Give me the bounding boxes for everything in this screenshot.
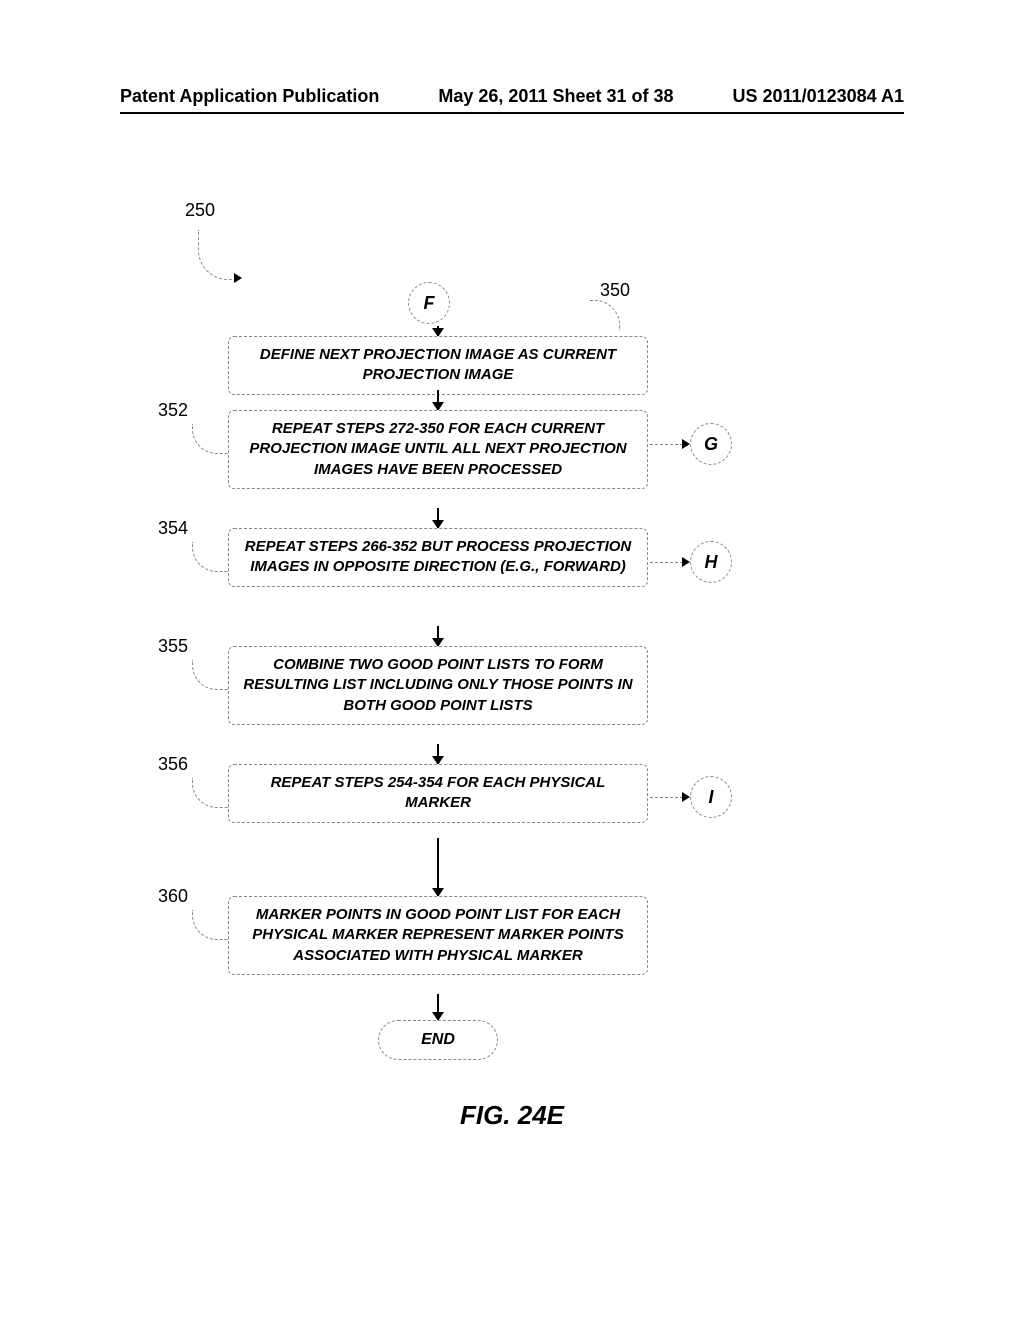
arrow-to-g xyxy=(650,444,688,445)
ref-250: 250 xyxy=(185,200,215,221)
lead-352 xyxy=(192,424,232,454)
lead-356 xyxy=(192,778,232,808)
lead-350 xyxy=(590,300,620,330)
arrow-355-to-356 xyxy=(437,744,439,764)
ref-360: 360 xyxy=(158,886,188,907)
ref-354: 354 xyxy=(158,518,188,539)
arrow-to-h xyxy=(650,562,688,563)
arrow-356-to-360 xyxy=(437,838,439,896)
lead-355 xyxy=(192,660,232,690)
lead-250-arrowhead xyxy=(234,273,242,283)
ref-350: 350 xyxy=(600,280,630,301)
lead-354 xyxy=(192,542,232,572)
step-360-box: MARKER POINTS IN GOOD POINT LIST FOR EAC… xyxy=(228,896,648,975)
step-356-box: REPEAT STEPS 254-354 FOR EACH PHYSICAL M… xyxy=(228,764,648,823)
step-352-box: REPEAT STEPS 272-350 FOR EACH CURRENT PR… xyxy=(228,410,648,489)
arrow-354-to-355 xyxy=(437,626,439,646)
ref-356: 356 xyxy=(158,754,188,775)
step-350-box: DEFINE NEXT PROJECTION IMAGE AS CURRENT … xyxy=(228,336,648,395)
connector-f: F xyxy=(408,282,450,324)
ref-355: 355 xyxy=(158,636,188,657)
connector-h: H xyxy=(690,541,732,583)
end-terminator: END xyxy=(378,1020,498,1060)
arrow-360-to-end xyxy=(437,994,439,1020)
lead-360 xyxy=(192,910,232,940)
arrow-352-to-354 xyxy=(437,508,439,528)
arrow-to-i xyxy=(650,797,688,798)
header-left: Patent Application Publication xyxy=(120,86,379,107)
figure-caption: FIG. 24E xyxy=(0,1100,1024,1131)
connector-i: I xyxy=(690,776,732,818)
step-355-box: COMBINE TWO GOOD POINT LISTS TO FORM RES… xyxy=(228,646,648,725)
connector-g: G xyxy=(690,423,732,465)
step-354-box: REPEAT STEPS 266-352 BUT PROCESS PROJECT… xyxy=(228,528,648,587)
arrow-f-to-350 xyxy=(437,326,439,336)
lead-250 xyxy=(198,230,238,280)
ref-352: 352 xyxy=(158,400,188,421)
header-center: May 26, 2011 Sheet 31 of 38 xyxy=(438,86,673,107)
header-right: US 2011/0123084 A1 xyxy=(733,86,904,107)
page-header: Patent Application Publication May 26, 2… xyxy=(0,86,1024,107)
header-rule xyxy=(120,112,904,114)
arrow-350-to-352 xyxy=(437,390,439,410)
